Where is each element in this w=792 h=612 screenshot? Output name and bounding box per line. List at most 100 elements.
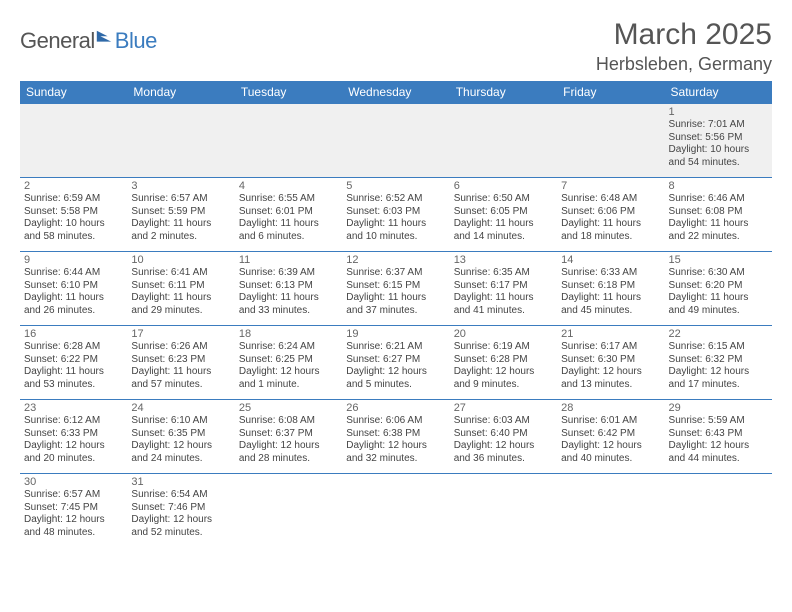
day-info-line: Daylight: 11 hours: [24, 292, 123, 305]
day-info-line: and 40 minutes.: [561, 453, 660, 466]
header: General Blue March 2025 Herbsleben, Germ…: [20, 18, 772, 75]
day-info-line: Sunrise: 6:55 AM: [239, 193, 338, 206]
day-info-line: and 33 minutes.: [239, 305, 338, 318]
calendar-day-cell: 27Sunrise: 6:03 AMSunset: 6:40 PMDayligh…: [450, 400, 557, 474]
day-info-line: Sunrise: 6:03 AM: [454, 415, 553, 428]
day-info-line: and 57 minutes.: [131, 379, 230, 392]
day-info-line: Sunset: 6:01 PM: [239, 206, 338, 219]
day-info-line: Sunset: 6:25 PM: [239, 354, 338, 367]
calendar-blank-cell: [342, 104, 449, 178]
day-info-line: Sunrise: 6:08 AM: [239, 415, 338, 428]
calendar-day-cell: 4Sunrise: 6:55 AMSunset: 6:01 PMDaylight…: [235, 178, 342, 252]
day-number: 2: [24, 180, 123, 192]
day-info-line: and 2 minutes.: [131, 231, 230, 244]
day-info-line: Sunrise: 6:12 AM: [24, 415, 123, 428]
day-info-line: Sunset: 6:17 PM: [454, 280, 553, 293]
day-info-line: Sunset: 6:38 PM: [346, 428, 445, 441]
day-info-line: and 24 minutes.: [131, 453, 230, 466]
day-info-line: Sunrise: 6:46 AM: [669, 193, 768, 206]
weekday-header: Tuesday: [235, 81, 342, 104]
day-info-line: Sunrise: 6:57 AM: [24, 489, 123, 502]
day-info-line: and 53 minutes.: [24, 379, 123, 392]
day-info-line: Daylight: 11 hours: [239, 292, 338, 305]
day-info-line: Sunset: 6:08 PM: [669, 206, 768, 219]
calendar-day-cell: 10Sunrise: 6:41 AMSunset: 6:11 PMDayligh…: [127, 252, 234, 326]
calendar-blank-cell: [450, 104, 557, 178]
calendar-day-cell: 28Sunrise: 6:01 AMSunset: 6:42 PMDayligh…: [557, 400, 664, 474]
day-info-line: Daylight: 12 hours: [346, 366, 445, 379]
day-info-line: and 28 minutes.: [239, 453, 338, 466]
calendar-day-cell: 30Sunrise: 6:57 AMSunset: 7:45 PMDayligh…: [20, 474, 127, 548]
day-info-line: Daylight: 12 hours: [131, 440, 230, 453]
weekday-header: Saturday: [665, 81, 772, 104]
day-info-line: Daylight: 12 hours: [669, 440, 768, 453]
calendar-table: SundayMondayTuesdayWednesdayThursdayFrid…: [20, 81, 772, 548]
calendar-blank-cell: [665, 474, 772, 548]
day-number: 7: [561, 180, 660, 192]
calendar-day-cell: 23Sunrise: 6:12 AMSunset: 6:33 PMDayligh…: [20, 400, 127, 474]
day-number: 13: [454, 254, 553, 266]
day-info-line: and 14 minutes.: [454, 231, 553, 244]
day-number: 28: [561, 402, 660, 414]
day-info-line: Sunrise: 5:59 AM: [669, 415, 768, 428]
day-info-line: Daylight: 11 hours: [561, 218, 660, 231]
calendar-week-row: 9Sunrise: 6:44 AMSunset: 6:10 PMDaylight…: [20, 252, 772, 326]
calendar-day-cell: 9Sunrise: 6:44 AMSunset: 6:10 PMDaylight…: [20, 252, 127, 326]
day-number: 31: [131, 476, 230, 488]
day-number: 22: [669, 328, 768, 340]
weekday-header: Wednesday: [342, 81, 449, 104]
day-info-line: Sunrise: 6:21 AM: [346, 341, 445, 354]
calendar-day-cell: 5Sunrise: 6:52 AMSunset: 6:03 PMDaylight…: [342, 178, 449, 252]
day-info-line: Daylight: 11 hours: [131, 218, 230, 231]
day-info-line: Sunrise: 6:19 AM: [454, 341, 553, 354]
day-info-line: Sunrise: 6:57 AM: [131, 193, 230, 206]
day-number: 14: [561, 254, 660, 266]
day-info-line: Sunset: 5:58 PM: [24, 206, 123, 219]
day-info-line: Sunrise: 6:35 AM: [454, 267, 553, 280]
day-info-line: Sunset: 6:37 PM: [239, 428, 338, 441]
calendar-day-cell: 6Sunrise: 6:50 AMSunset: 6:05 PMDaylight…: [450, 178, 557, 252]
calendar-blank-cell: [127, 104, 234, 178]
day-number: 9: [24, 254, 123, 266]
day-info-line: and 9 minutes.: [454, 379, 553, 392]
day-info-line: Sunrise: 6:33 AM: [561, 267, 660, 280]
day-info-line: Sunset: 6:33 PM: [24, 428, 123, 441]
month-title: March 2025: [596, 18, 772, 52]
day-info-line: Sunrise: 6:52 AM: [346, 193, 445, 206]
day-info-line: and 36 minutes.: [454, 453, 553, 466]
calendar-blank-cell: [342, 474, 449, 548]
day-info-line: Sunset: 7:46 PM: [131, 502, 230, 515]
calendar-day-cell: 16Sunrise: 6:28 AMSunset: 6:22 PMDayligh…: [20, 326, 127, 400]
day-info-line: Daylight: 12 hours: [669, 366, 768, 379]
day-info-line: Sunrise: 6:41 AM: [131, 267, 230, 280]
day-number: 12: [346, 254, 445, 266]
day-info-line: Daylight: 11 hours: [131, 366, 230, 379]
day-number: 16: [24, 328, 123, 340]
day-number: 1: [669, 106, 768, 118]
day-number: 24: [131, 402, 230, 414]
calendar-header-row: SundayMondayTuesdayWednesdayThursdayFrid…: [20, 81, 772, 104]
calendar-day-cell: 7Sunrise: 6:48 AMSunset: 6:06 PMDaylight…: [557, 178, 664, 252]
day-info-line: and 5 minutes.: [346, 379, 445, 392]
day-info-line: Sunrise: 6:28 AM: [24, 341, 123, 354]
day-info-line: Sunset: 6:35 PM: [131, 428, 230, 441]
day-info-line: Sunset: 6:03 PM: [346, 206, 445, 219]
day-info-line: and 54 minutes.: [669, 157, 768, 170]
calendar-blank-cell: [235, 104, 342, 178]
day-info-line: Sunset: 6:18 PM: [561, 280, 660, 293]
day-info-line: Sunset: 6:43 PM: [669, 428, 768, 441]
day-info-line: Sunset: 6:27 PM: [346, 354, 445, 367]
day-info-line: Daylight: 11 hours: [669, 218, 768, 231]
day-info-line: and 1 minute.: [239, 379, 338, 392]
day-info-line: Sunrise: 6:10 AM: [131, 415, 230, 428]
day-number: 6: [454, 180, 553, 192]
day-info-line: and 49 minutes.: [669, 305, 768, 318]
calendar-day-cell: 22Sunrise: 6:15 AMSunset: 6:32 PMDayligh…: [665, 326, 772, 400]
weekday-header: Monday: [127, 81, 234, 104]
day-number: 26: [346, 402, 445, 414]
calendar-week-row: 16Sunrise: 6:28 AMSunset: 6:22 PMDayligh…: [20, 326, 772, 400]
calendar-day-cell: 12Sunrise: 6:37 AMSunset: 6:15 PMDayligh…: [342, 252, 449, 326]
calendar-day-cell: 2Sunrise: 6:59 AMSunset: 5:58 PMDaylight…: [20, 178, 127, 252]
day-info-line: Daylight: 11 hours: [131, 292, 230, 305]
day-info-line: Daylight: 12 hours: [239, 440, 338, 453]
